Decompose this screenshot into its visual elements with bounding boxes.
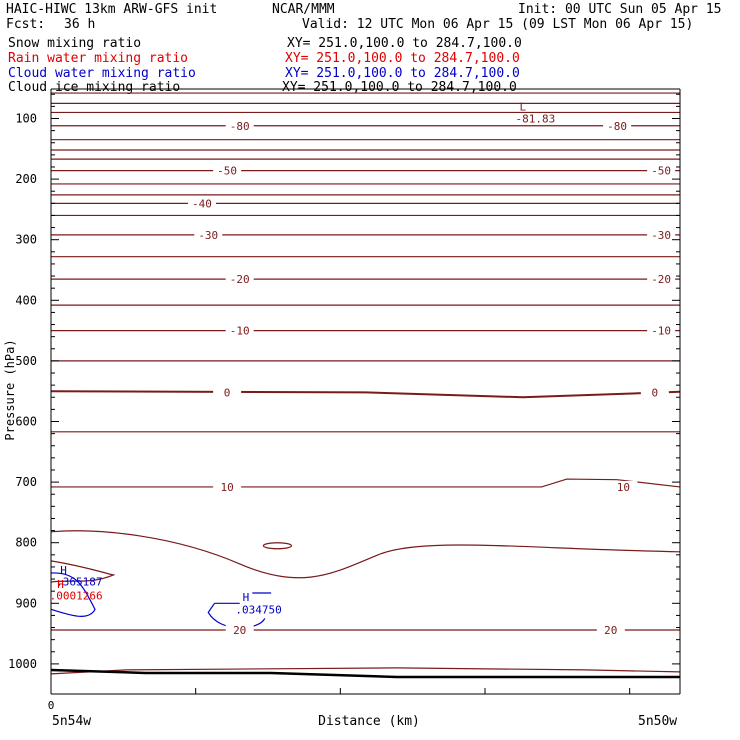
temperature-loop: [50, 560, 115, 583]
annotation-label: H: [60, 564, 67, 577]
y-tick-label: 900: [15, 596, 37, 610]
contour-label-bg: [213, 480, 242, 492]
y-tick-label: 300: [15, 233, 37, 247]
contour-label: 20: [604, 624, 617, 637]
y-tick-label: 200: [15, 172, 37, 186]
contour-label-bg: [609, 480, 638, 492]
contour-label: 20: [233, 624, 246, 637]
x-tick-label-0: 0: [48, 699, 55, 712]
field-xy-cloud-ice: XY= 251.0,100.0 to 284.7,100.0: [282, 80, 517, 95]
contour-label: -50: [217, 165, 237, 178]
x-end-label-left: 5n54w: [52, 714, 91, 729]
contour-label: -10: [651, 325, 671, 338]
contour-label-bg: [213, 164, 242, 176]
annotation-label: -81.83: [515, 113, 555, 126]
cloud-water-contour: [50, 572, 96, 617]
field-name-cloud-ice: Cloud ice mixing ratio: [8, 80, 181, 95]
forecast-label: Fcst:: [6, 17, 46, 32]
contour-line: [51, 478, 681, 488]
contour-label: -80: [230, 120, 250, 133]
contour-label: -10: [230, 325, 250, 338]
temperature-contours: [50, 92, 681, 679]
annotation-label: .034750: [235, 603, 281, 616]
annotation-label: L: [519, 100, 526, 113]
y-tick-label: 100: [15, 112, 37, 126]
contour-label-bg: [647, 164, 676, 176]
contour-label-bg: [187, 197, 216, 209]
contour-label: -30: [651, 229, 671, 242]
x-axis-title: Distance (km): [318, 714, 420, 729]
annotation-label: H: [57, 578, 64, 591]
closed-contour: [262, 542, 293, 550]
contour-label: -40: [192, 197, 212, 210]
y-tick-label: 600: [15, 415, 37, 429]
contour-label-bg: [647, 273, 676, 285]
contour-line: [50, 390, 681, 399]
special-contours: [50, 542, 293, 629]
org-label: NCAR/MMM: [272, 2, 335, 17]
field-xy-cloud-water: XY= 251.0,100.0 to 284.7,100.0: [285, 66, 520, 81]
y-tick-label: 400: [15, 293, 37, 307]
y-tick-label: 700: [15, 475, 37, 489]
model-title: HAIC-HIWC 13km ARW-GFS init: [6, 2, 218, 17]
contour-label: 0: [652, 386, 659, 399]
contour-label: -50: [651, 165, 671, 178]
annotation-label: .365187: [56, 575, 102, 588]
contour-label: 0: [224, 386, 231, 399]
annotation-label: H: [243, 591, 250, 604]
field-name-snow: Snow mixing ratio: [8, 36, 142, 51]
contour-label: -20: [230, 273, 250, 286]
y-tick-label: 500: [15, 354, 37, 368]
y-axis-title: Pressure (hPa): [3, 339, 17, 440]
valid-time: Valid: 12 UTC Mon 06 Apr 15 (09 LST Mon …: [302, 17, 694, 32]
field-xy-snow: XY= 251.0,100.0 to 284.7,100.0: [287, 36, 522, 51]
contour-label-bg: [640, 386, 669, 398]
forecast-value: 36 h: [64, 17, 96, 32]
field-name-rain: Rain water mixing ratio: [8, 51, 189, 66]
field-name-cloud-water: Cloud water mixing ratio: [8, 66, 196, 81]
contour-label: 10: [617, 481, 630, 494]
contour-labels: -80 -80 -50 -50 -40 -30 -30 -20 -20 -10 -10 0 0 10 10 2…: [187, 119, 676, 637]
contour-label-bg: [225, 623, 254, 635]
contour-label-bg: [225, 273, 254, 285]
contour-line: [50, 530, 681, 579]
contour-label: 10: [220, 481, 233, 494]
axes: [50, 88, 681, 695]
x-end-label-right: 5n50w: [638, 714, 677, 729]
field-xy-rain: XY= 251.0,100.0 to 284.7,100.0: [285, 51, 520, 66]
contour-label-bg: [213, 386, 242, 398]
contour-label-bg: [647, 324, 676, 336]
contour-label-bg: [647, 228, 676, 240]
contour-line: [50, 668, 680, 679]
contour-label-bg: [194, 228, 223, 240]
contour-label-bg: [596, 623, 625, 635]
annotation-label: .0001266: [50, 589, 103, 602]
init-time: Init: 00 UTC Sun 05 Apr 15: [518, 2, 722, 17]
contour-label-bg: [225, 324, 254, 336]
contour-label-bg: [603, 119, 632, 131]
y-tick-label: 800: [15, 536, 37, 550]
contour-label: -20: [651, 273, 671, 286]
contour-label-bg: [225, 119, 254, 131]
contour-label: -30: [198, 229, 218, 242]
y-tick-label: 1000: [8, 657, 37, 671]
contour-label: -80: [607, 120, 627, 133]
